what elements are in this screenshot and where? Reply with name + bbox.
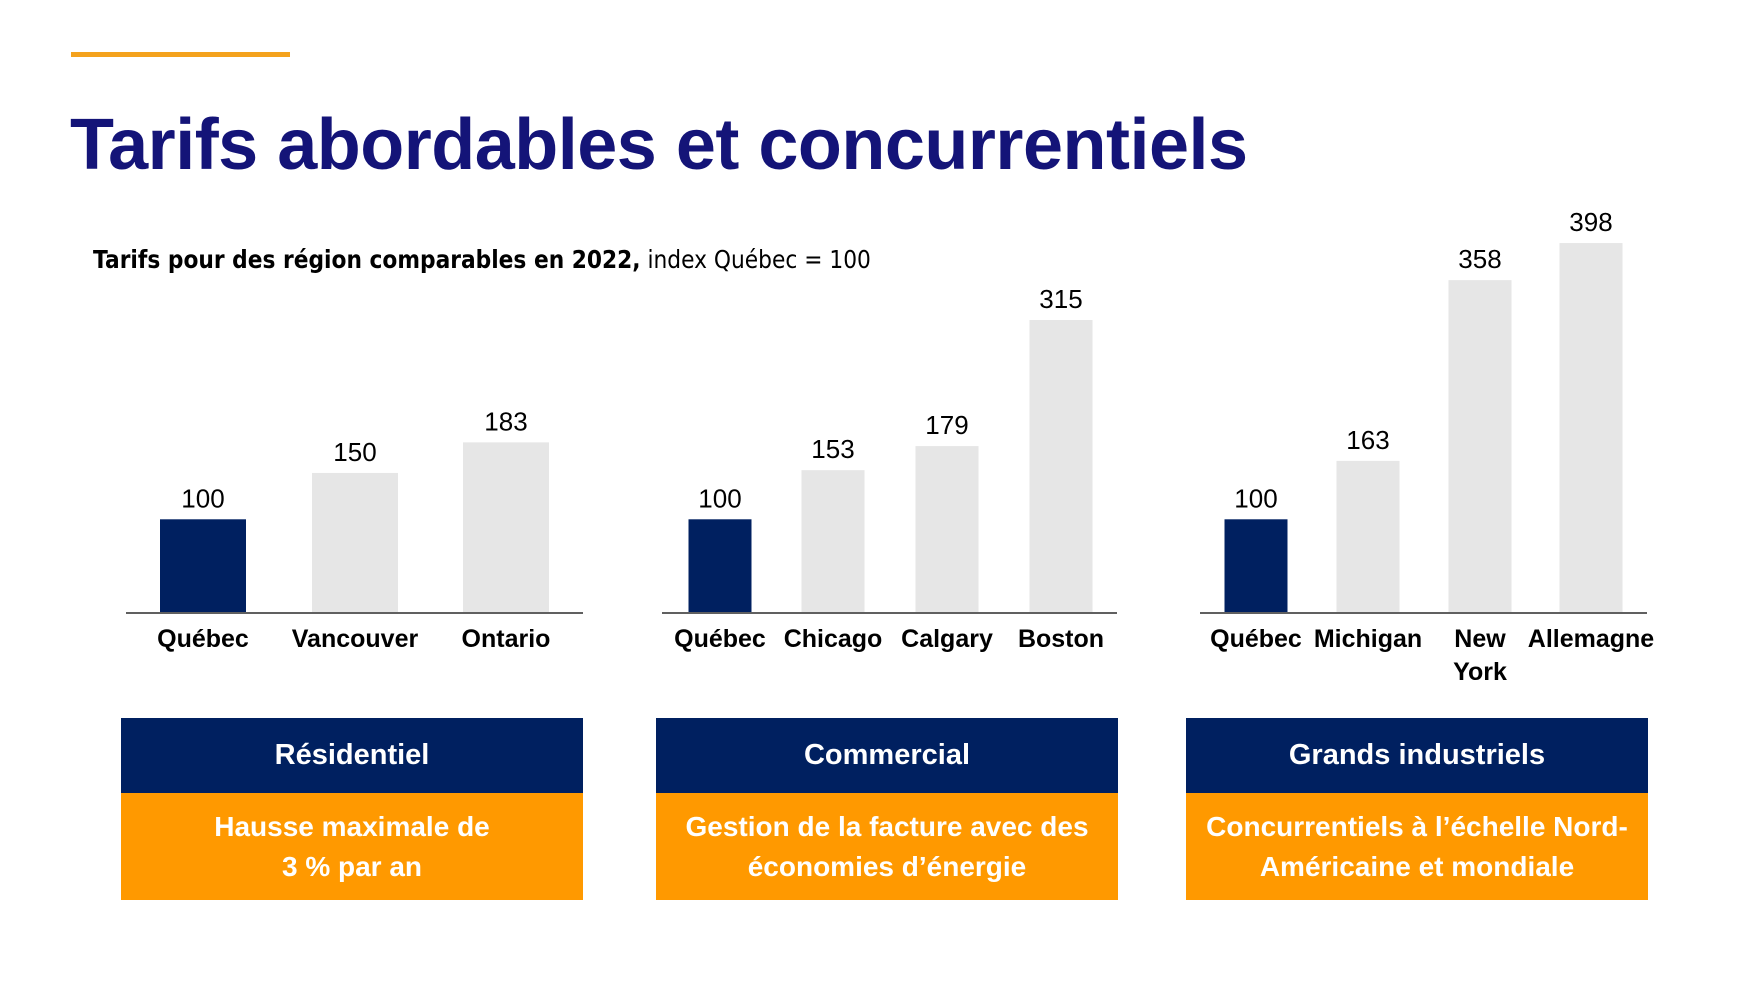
accent-line xyxy=(71,52,290,57)
data-label: 150 xyxy=(333,437,376,467)
segment-text: Gestion de la facture avec des économies… xyxy=(656,793,1118,900)
segment-heading: Grands industriels xyxy=(1186,718,1648,793)
bar-québec xyxy=(1224,519,1288,612)
data-label: 398 xyxy=(1569,207,1612,237)
data-label: 179 xyxy=(925,410,968,440)
category-label: Québec xyxy=(1210,625,1302,653)
data-label: 153 xyxy=(811,434,854,464)
bar-vancouver xyxy=(312,472,398,612)
segment-box-residentiel: Résidentiel Hausse maximale de 3 % par a… xyxy=(121,718,583,900)
bar-allemagne xyxy=(1559,243,1623,612)
chart-subtitle: Tarifs pour des région comparables en 20… xyxy=(93,245,871,274)
category-label: New York xyxy=(1453,625,1507,686)
data-label: 100 xyxy=(181,483,224,513)
segment-text: Concurrentiels à l’échelle Nord-Américai… xyxy=(1186,793,1648,900)
bar-boston xyxy=(1029,319,1093,612)
bar-québec xyxy=(160,519,246,612)
bar-michigan xyxy=(1336,460,1400,612)
bar-new-york xyxy=(1448,280,1512,612)
category-label: Michigan xyxy=(1314,625,1422,653)
category-label: Québec xyxy=(674,625,766,653)
data-label: 163 xyxy=(1346,425,1389,455)
data-label: 315 xyxy=(1039,284,1082,314)
bar-québec xyxy=(688,519,752,612)
segment-heading: Commercial xyxy=(656,718,1118,793)
segment-text: Hausse maximale de 3 % par an xyxy=(121,793,583,900)
bar-calgary xyxy=(915,446,979,612)
category-label: Vancouver xyxy=(292,625,419,653)
segment-box-grands-industriels: Grands industriels Concurrentiels à l’éc… xyxy=(1186,718,1648,900)
segment-box-commercial: Commercial Gestion de la facture avec de… xyxy=(656,718,1118,900)
category-label: Ontario xyxy=(462,625,551,653)
category-label: Québec xyxy=(157,625,249,653)
subtitle-regular: index Québec = 100 xyxy=(640,245,871,274)
page-title: Tarifs abordables et concurrentiels xyxy=(70,105,1248,185)
segment-heading: Résidentiel xyxy=(121,718,583,793)
category-label: Chicago xyxy=(784,625,883,653)
bar-chicago xyxy=(801,470,865,612)
category-label: Boston xyxy=(1018,625,1104,653)
subtitle-bold: Tarifs pour des région comparables en 20… xyxy=(93,245,641,274)
category-label: Allemagne xyxy=(1528,625,1655,653)
data-label: 358 xyxy=(1458,244,1501,274)
category-label: Calgary xyxy=(901,625,993,653)
data-label: 100 xyxy=(698,483,741,513)
bar-ontario xyxy=(463,442,549,612)
data-label: 100 xyxy=(1234,483,1277,513)
data-label: 183 xyxy=(484,406,527,436)
